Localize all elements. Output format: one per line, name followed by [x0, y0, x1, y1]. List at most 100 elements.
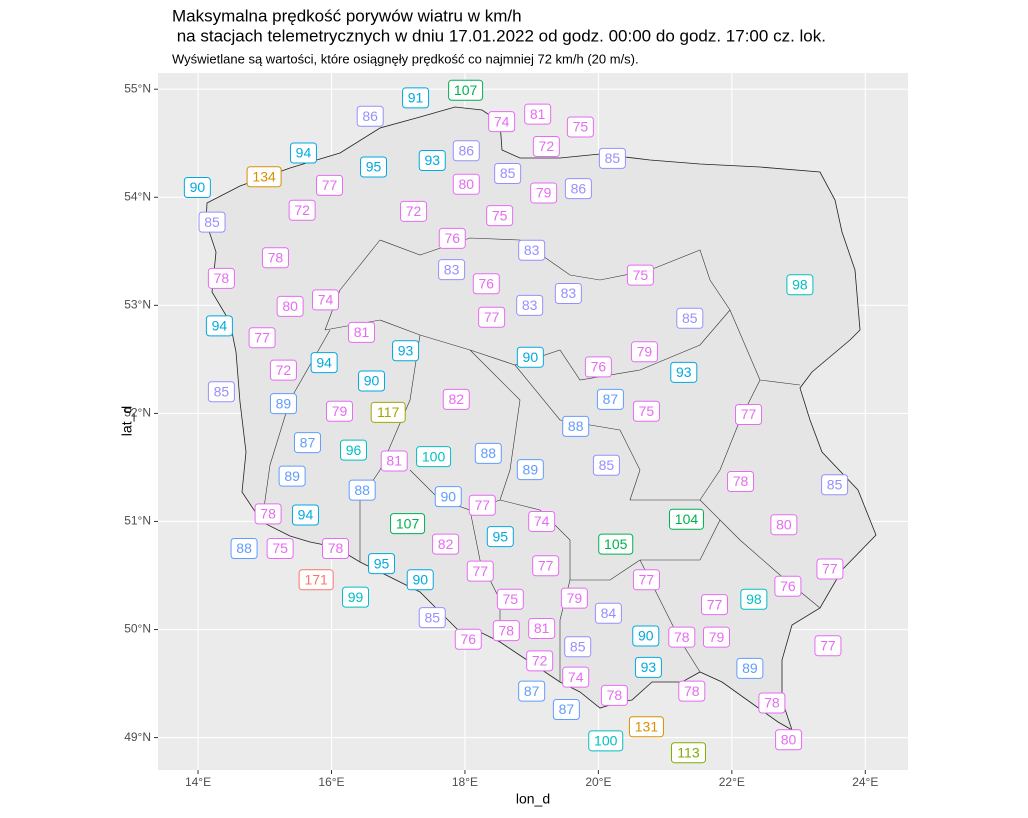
station-label-box — [524, 103, 552, 125]
station-value: 76 — [444, 230, 460, 246]
station-label-box — [598, 147, 626, 169]
station-label-box — [418, 607, 446, 629]
station-label-box — [198, 211, 226, 233]
station-value: 74 — [494, 113, 510, 129]
station-value: 78 — [260, 506, 276, 522]
station-value: 77 — [707, 596, 723, 612]
station-label-box — [368, 553, 396, 575]
station-label-box — [402, 87, 430, 109]
station-label-box — [278, 465, 306, 487]
station-label-box — [564, 178, 592, 200]
station-value: 105 — [604, 536, 628, 552]
station-value: 89 — [284, 468, 300, 484]
station-value: 78 — [764, 695, 780, 711]
station-label-box — [494, 162, 522, 184]
station-label-box — [342, 586, 370, 608]
station-label-box — [821, 474, 849, 496]
station-value: 77 — [538, 557, 554, 573]
station-value: 131 — [635, 718, 659, 734]
station-label-box — [678, 680, 706, 702]
station-label-box — [452, 140, 480, 162]
station-label-box — [554, 282, 582, 304]
y-tick-label: 49°N — [124, 730, 151, 744]
station-value: 78 — [328, 540, 344, 556]
station-label-box — [432, 533, 460, 555]
station-value: 89 — [523, 461, 539, 477]
station-label-box — [356, 105, 384, 127]
station-value: 100 — [594, 733, 618, 749]
station-value: 77 — [254, 329, 270, 345]
station-label-box — [816, 558, 844, 580]
station-label-box — [438, 259, 466, 281]
station-value: 85 — [204, 214, 220, 230]
station-label-box — [526, 650, 554, 672]
x-tick-label: 20°E — [585, 775, 611, 789]
station-label-box — [438, 227, 466, 249]
y-tick-label: 53°N — [124, 298, 151, 312]
station-value: 94 — [316, 354, 332, 370]
station-value: 85 — [570, 639, 586, 655]
station-label-box — [598, 533, 634, 555]
station-value: 95 — [493, 528, 509, 544]
station-label-box — [532, 555, 560, 577]
station-value: 90 — [638, 628, 654, 644]
station-label-box — [814, 635, 842, 657]
station-label-box — [530, 182, 558, 204]
station-label-box — [676, 307, 704, 329]
station-value: 81 — [386, 453, 402, 469]
station-label-box — [454, 628, 482, 650]
station-label-box — [442, 388, 470, 410]
station-value: 85 — [214, 383, 230, 399]
station-value: 78 — [268, 249, 284, 265]
station-value: 75 — [573, 119, 589, 135]
station-value: 72 — [532, 653, 548, 669]
station-label-box — [564, 636, 592, 658]
station-value: 77 — [484, 309, 500, 325]
station-value: 107 — [454, 82, 478, 98]
station-label-box — [390, 513, 426, 535]
station-value: 96 — [346, 442, 362, 458]
station-label-box — [254, 503, 282, 525]
station-value: 78 — [214, 270, 230, 286]
station-label-box — [310, 352, 338, 374]
station-value: 74 — [568, 669, 584, 685]
station-label-box — [532, 135, 560, 157]
station-label-box — [325, 400, 353, 422]
station-label-box — [588, 730, 624, 752]
station-label-box — [406, 569, 434, 591]
station-value: 85 — [682, 310, 698, 326]
station-label-box — [486, 205, 514, 227]
station-label-box — [291, 504, 319, 526]
station-value: 76 — [479, 275, 495, 291]
station-value: 80 — [458, 176, 474, 192]
station-value: 90 — [412, 572, 428, 588]
station-label-box — [727, 470, 755, 492]
station-value: 79 — [536, 185, 552, 201]
station-value: 88 — [568, 418, 584, 434]
station-label-box — [758, 692, 786, 714]
station-value: 81 — [534, 620, 550, 636]
station-label-box — [626, 264, 654, 286]
station-label-box — [380, 450, 408, 472]
station-value: 100 — [422, 448, 446, 464]
station-label-box — [392, 340, 420, 362]
station-value: 91 — [408, 90, 424, 106]
chart-title: Maksymalna prędkość porywów wiatru w km/… — [172, 6, 522, 25]
station-value: 94 — [212, 318, 228, 334]
x-tick-label: 18°E — [452, 775, 478, 789]
station-value: 93 — [398, 342, 414, 358]
station-value: 93 — [676, 364, 692, 380]
station-value: 75 — [633, 267, 649, 283]
station-label-box — [786, 274, 814, 296]
station-value: 89 — [742, 660, 758, 676]
station-label-box — [315, 174, 343, 196]
station-label-box — [770, 514, 798, 536]
station-label-box — [360, 156, 388, 178]
station-label-box — [478, 306, 506, 328]
station-value: 80 — [781, 731, 797, 747]
station-value: 77 — [820, 637, 836, 653]
station-label-box — [516, 294, 544, 316]
station-value: 85 — [599, 457, 615, 473]
station-label-box — [269, 393, 297, 415]
